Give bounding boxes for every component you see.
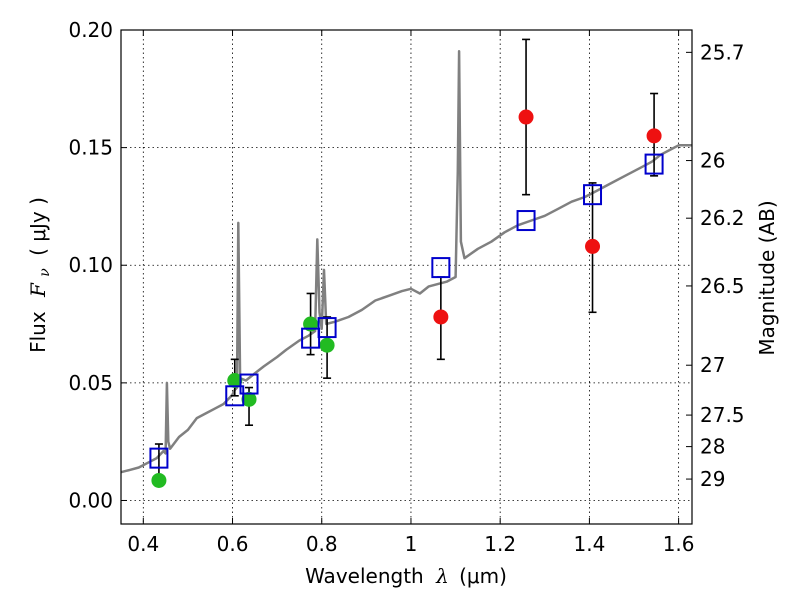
right-tick-label: 26.2 [700,206,745,230]
y-axis-label-prefix: Flux [26,311,50,353]
y-tick-label: 0.20 [68,18,113,42]
right-tick-label: 28 [700,435,725,459]
green-data-point [227,373,243,389]
model-square-marker [239,373,259,395]
plot-frame [120,29,693,525]
x-tick-label: 0.8 [306,532,338,556]
grid-lines [121,29,692,524]
model-square-marker [317,317,337,339]
x-tick-label: 1 [405,532,418,556]
y-axis-label: Flux F ν ( μJy ) [26,197,54,353]
green-data-point [241,391,257,407]
green-data-point [151,472,167,488]
right-tick-label: 26.5 [700,274,745,298]
model-square-marker [301,327,321,349]
green-data-point [319,337,335,353]
y-axis-label-unit: ( μJy ) [26,197,50,256]
x-tick-label: 1.2 [484,532,516,556]
right-tick-label: 29 [700,467,725,491]
right-tick-label: 26 [700,149,725,173]
model-square-marker [149,447,169,469]
spectrum-line [120,49,692,474]
right-tick-label: 27 [700,353,725,377]
model-square-marker [225,385,245,407]
x-axis-label-prefix: Wavelength [305,564,424,588]
x-axis-label-unit: (μm) [459,564,507,588]
red-data-point [433,309,449,325]
y-axis-label-subscript: ν [37,268,53,277]
right-tick-label: 27.5 [700,403,745,427]
y-axis-label-symbol: F [26,282,50,298]
model-spectrum [120,49,692,474]
model-square-marker [431,257,451,279]
y-tick-label: 0.00 [68,488,113,512]
x-tick-label: 1.4 [573,532,605,556]
right-axis-label: Magnitude (AB) [755,200,779,355]
red-data-point [518,109,534,125]
red-data-point [585,238,601,254]
x-tick-label: 1.6 [663,532,695,556]
axis-ticks: 0.4 0.6 0.8 1 1.2 1.4 1.6 0.00 0.05 0.10 0.15 0.20 2… [68,18,744,556]
y-tick-label: 0.05 [68,371,113,395]
error-bars [154,38,659,484]
y-tick-label: 0.15 [68,136,113,160]
x-tick-label: 0.6 [217,532,249,556]
data-markers [149,109,664,488]
x-axis-label: Wavelength λ (μm) [305,564,507,588]
right-tick-label: 25.7 [700,40,745,64]
x-axis-label-symbol: λ [435,564,449,588]
model-square-marker [644,153,664,175]
model-square-marker [583,184,603,206]
red-data-point [646,128,662,144]
model-square-marker [516,210,536,232]
y-tick-label: 0.10 [68,253,113,277]
x-tick-label: 0.4 [127,532,159,556]
